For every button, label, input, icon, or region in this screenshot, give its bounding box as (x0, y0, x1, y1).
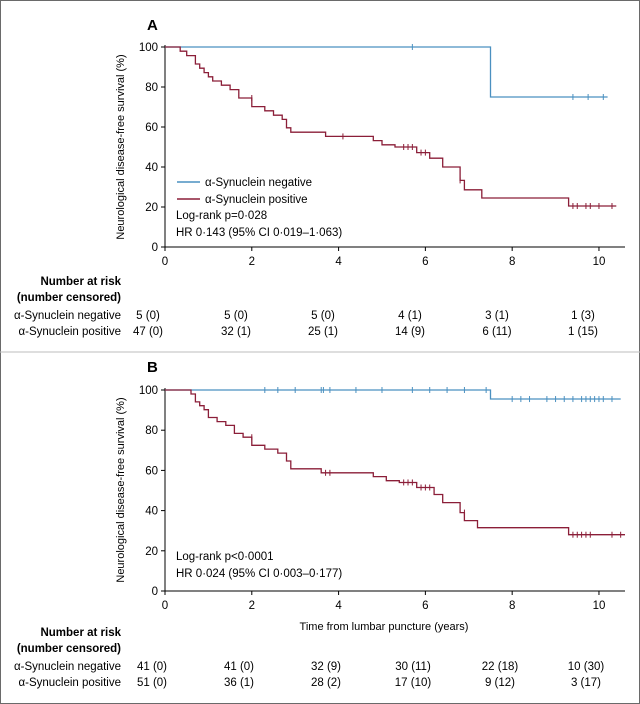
x-tick-label: 10 (593, 600, 606, 612)
x-tick-label: 8 (509, 600, 515, 612)
risk-cell: 1 (3) (571, 310, 595, 322)
panel-b-xlabel: Time from lumbar puncture (years) (300, 621, 469, 633)
y-tick-label: 0 (152, 242, 158, 254)
risk-cell: 25 (1) (308, 326, 338, 338)
risk-a-row-positive-label: α-Synuclein positive (18, 326, 121, 338)
y-tick-label: 80 (145, 425, 158, 437)
panel-a-curves (165, 44, 617, 209)
risk-cell: 5 (0) (311, 310, 335, 322)
panel-a: A Neurological disease-free survival (%)… (115, 17, 625, 268)
y-tick-label: 100 (139, 42, 158, 54)
risk-cell: 28 (2) (311, 677, 341, 689)
panel-b-letter: B (147, 359, 158, 376)
panel-a-ylabel: Neurological disease-free survival (%) (115, 54, 127, 239)
risk-cell: 5 (0) (224, 310, 248, 322)
y-tick-label: 80 (145, 82, 158, 94)
risk-cell: 32 (9) (311, 661, 341, 673)
risk-table-b: Number at risk (number censored) α-Synuc… (14, 627, 604, 689)
risk-cell: 17 (10) (395, 677, 432, 689)
x-tick-label: 6 (422, 256, 428, 268)
risk-cell: 6 (11) (482, 326, 511, 338)
legend: α-Synuclein negative α-Synuclein positiv… (177, 177, 312, 206)
y-tick-label: 40 (145, 162, 158, 174)
risk-cell: 41 (0) (224, 661, 254, 673)
y-tick-label: 100 (139, 385, 158, 397)
panel-b-hr: HR 0·024 (95% CI 0·003–0·177) (176, 568, 342, 580)
risk-cell: 3 (17) (571, 677, 601, 689)
y-tick-label: 0 (152, 586, 158, 598)
panel-b: B Neurological disease-free survival (%)… (115, 359, 625, 633)
risk-cell: 1 (15) (568, 326, 598, 338)
risk-cell: 3 (1) (485, 310, 509, 322)
x-tick-label: 4 (335, 600, 342, 612)
risk-a-heading-1: Number at risk (40, 276, 121, 288)
panel-a-letter: A (147, 17, 158, 34)
risk-cell: 47 (0) (133, 326, 163, 338)
panel-a-hr: HR 0·143 (95% CI 0·019–1·063) (176, 227, 342, 239)
km-curve-negative (165, 46, 608, 98)
x-tick-label: 2 (249, 256, 255, 268)
x-tick-label: 10 (593, 256, 606, 268)
panel-b-curves (165, 387, 625, 538)
risk-b-row-negative-label: α-Synuclein negative (14, 661, 121, 673)
risk-b-heading-1: Number at risk (40, 627, 121, 639)
panel-b-ylabel: Neurological disease-free survival (%) (115, 397, 127, 582)
risk-cell: 4 (1) (398, 310, 422, 322)
y-tick-label: 20 (145, 546, 158, 558)
risk-b-heading-2: (number censored) (17, 643, 121, 655)
km-curve-negative (165, 389, 621, 400)
y-tick-label: 60 (145, 465, 158, 477)
risk-table-a: Number at risk (number censored) α-Synuc… (14, 276, 598, 338)
risk-a-heading-2: (number censored) (17, 292, 121, 304)
x-tick-label: 0 (162, 600, 168, 612)
risk-cell: 10 (30) (568, 661, 605, 673)
km-curve-positive (165, 46, 617, 207)
risk-cell: 14 (9) (395, 326, 425, 338)
x-tick-label: 4 (335, 256, 342, 268)
risk-cell: 51 (0) (137, 677, 167, 689)
risk-cell: 22 (18) (482, 661, 519, 673)
y-tick-label: 40 (145, 506, 158, 518)
y-tick-label: 20 (145, 202, 158, 214)
legend-label-negative: α-Synuclein negative (205, 177, 312, 189)
risk-a-row-negative-label: α-Synuclein negative (14, 310, 121, 322)
panel-a-axes: 0 20 40 60 80 100 0 2 4 6 8 10 (139, 42, 625, 268)
panel-b-axes: 0 20 40 60 80 100 0 2 4 6 8 10 (139, 385, 625, 612)
legend-label-positive: α-Synuclein positive (205, 194, 308, 206)
panel-a-logrank: Log-rank p=0·028 (176, 210, 267, 222)
y-tick-label: 60 (145, 122, 158, 134)
x-tick-label: 0 (162, 256, 168, 268)
risk-cell: 32 (1) (221, 326, 251, 338)
risk-cell: 5 (0) (136, 310, 160, 322)
risk-cell: 41 (0) (137, 661, 167, 673)
x-tick-label: 6 (422, 600, 428, 612)
x-tick-label: 8 (509, 256, 515, 268)
panel-b-logrank: Log-rank p<0·0001 (176, 551, 274, 563)
risk-cell: 36 (1) (224, 677, 254, 689)
risk-b-row-positive-label: α-Synuclein positive (18, 677, 121, 689)
km-curve-positive (165, 389, 625, 536)
risk-b-cells: 41 (0) 41 (0) 32 (9) 30 (11) 22 (18) 10 (30) 5… (137, 661, 604, 689)
x-tick-label: 2 (249, 600, 255, 612)
risk-cell: 30 (11) (395, 661, 431, 673)
risk-cell: 9 (12) (485, 677, 515, 689)
risk-a-cells: 5 (0) 5 (0) 5 (0) 4 (1) 3 (1) 1 (3) 47 (0) 32 (… (133, 310, 598, 338)
